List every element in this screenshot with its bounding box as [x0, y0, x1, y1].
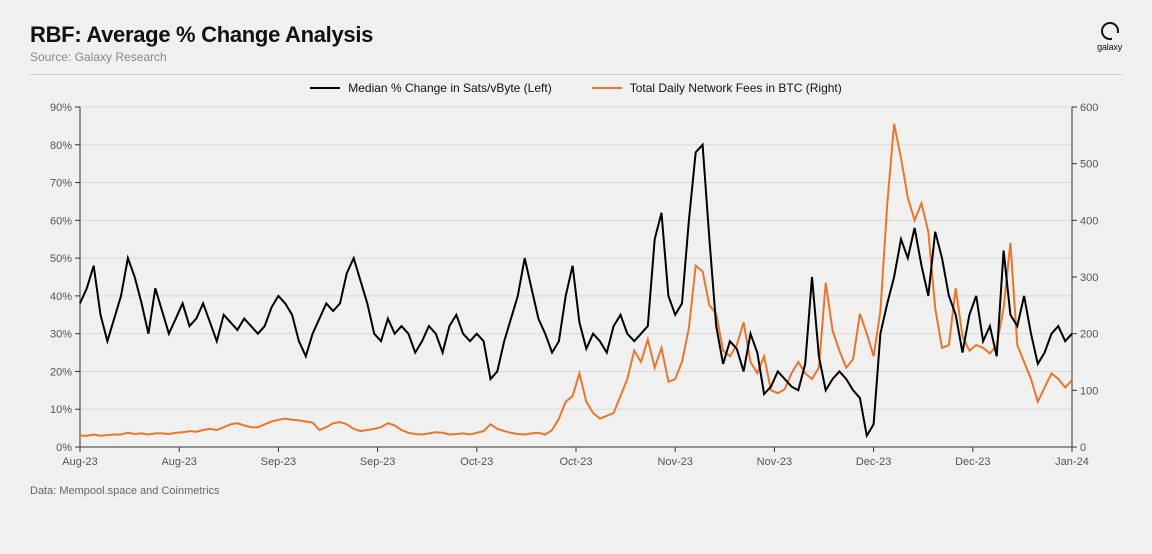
legend-item-series1: Median % Change in Sats/vByte (Left): [310, 81, 551, 95]
chart-area: 0% 10% 20% 30% 40% 50% 60% 70% 80% 90% 0 100 200 300 4…: [30, 97, 1122, 477]
legend-swatch-series2: [592, 87, 622, 89]
logo-mark-icon: [1101, 22, 1119, 40]
svg-text:Oct-23: Oct-23: [460, 456, 493, 468]
svg-text:20%: 20%: [50, 366, 72, 378]
chart-subtitle: Source: Galaxy Research: [30, 50, 373, 64]
legend-swatch-series1: [310, 87, 340, 89]
svg-text:50%: 50%: [50, 253, 72, 265]
svg-text:0: 0: [1080, 442, 1086, 454]
logo-text: galaxy: [1097, 42, 1122, 52]
svg-text:100: 100: [1080, 385, 1098, 397]
svg-text:Nov-23: Nov-23: [657, 456, 692, 468]
svg-text:Dec-23: Dec-23: [955, 456, 990, 468]
svg-text:80%: 80%: [50, 140, 72, 152]
svg-text:40%: 40%: [50, 291, 72, 303]
header-divider: [30, 74, 1122, 75]
svg-text:90%: 90%: [50, 102, 72, 114]
chart-footer-note: Data: Mempool.space and Coinmetrics: [30, 485, 1122, 497]
svg-text:600: 600: [1080, 102, 1098, 114]
chart-header: RBF: Average % Change Analysis Source: G…: [30, 22, 1122, 64]
legend-label-series2: Total Daily Network Fees in BTC (Right): [630, 81, 842, 95]
svg-text:70%: 70%: [50, 178, 72, 190]
svg-text:Sep-23: Sep-23: [360, 456, 395, 468]
chart-legend: Median % Change in Sats/vByte (Left) Tot…: [30, 81, 1122, 95]
svg-text:Nov-23: Nov-23: [757, 456, 792, 468]
title-block: RBF: Average % Change Analysis Source: G…: [30, 22, 373, 64]
svg-text:400: 400: [1080, 215, 1098, 227]
svg-text:10%: 10%: [50, 404, 72, 416]
legend-label-series1: Median % Change in Sats/vByte (Left): [348, 81, 551, 95]
svg-text:Dec-23: Dec-23: [856, 456, 891, 468]
svg-text:200: 200: [1080, 329, 1098, 341]
galaxy-logo: galaxy: [1097, 22, 1122, 52]
svg-text:0%: 0%: [56, 442, 72, 454]
svg-text:500: 500: [1080, 159, 1098, 171]
svg-text:Sep-23: Sep-23: [261, 456, 296, 468]
svg-text:30%: 30%: [50, 329, 72, 341]
svg-text:Aug-23: Aug-23: [62, 456, 97, 468]
svg-text:Oct-23: Oct-23: [559, 456, 592, 468]
svg-text:60%: 60%: [50, 215, 72, 227]
line-chart-svg: 0% 10% 20% 30% 40% 50% 60% 70% 80% 90% 0 100 200 300 4…: [30, 97, 1122, 477]
legend-item-series2: Total Daily Network Fees in BTC (Right): [592, 81, 842, 95]
svg-text:300: 300: [1080, 272, 1098, 284]
chart-title: RBF: Average % Change Analysis: [30, 22, 373, 48]
svg-text:Aug-23: Aug-23: [161, 456, 196, 468]
svg-text:Jan-24: Jan-24: [1055, 456, 1089, 468]
